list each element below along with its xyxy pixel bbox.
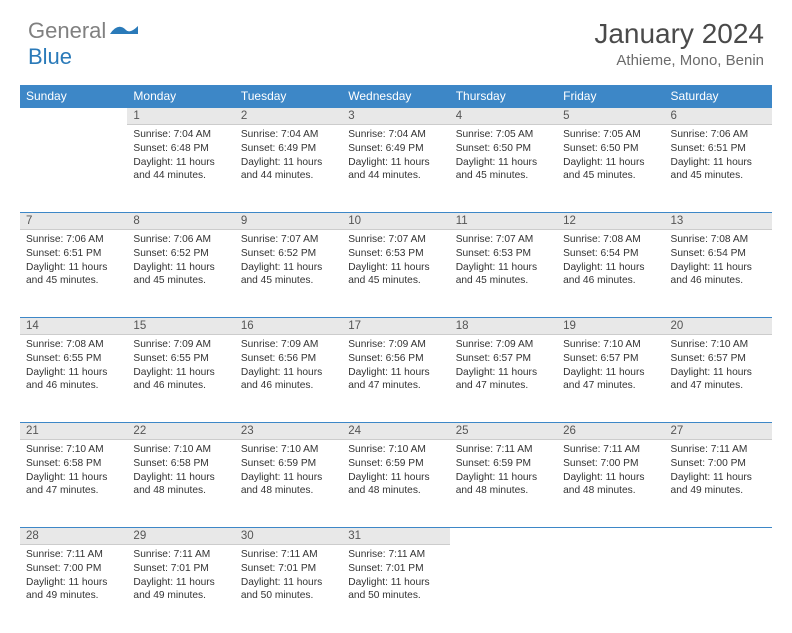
day-number-cell: 28 [20,528,127,545]
day-content-cell: Sunrise: 7:08 AM Sunset: 6:54 PM Dayligh… [557,230,664,318]
day-number-cell [665,528,772,545]
day-content-cell: Sunrise: 7:11 AM Sunset: 7:01 PM Dayligh… [342,545,449,633]
day-number-cell: 3 [342,108,449,125]
day-content-cell: Sunrise: 7:10 AM Sunset: 6:59 PM Dayligh… [342,440,449,528]
day-content-cell: Sunrise: 7:06 AM Sunset: 6:52 PM Dayligh… [127,230,234,318]
logo-text-gray: General [28,18,106,44]
day-content-cell: Sunrise: 7:04 AM Sunset: 6:48 PM Dayligh… [127,125,234,213]
month-title: January 2024 [594,18,764,50]
logo-wave-icon [110,20,138,43]
day-number-row: 14151617181920 [20,318,772,335]
day-content-cell: Sunrise: 7:11 AM Sunset: 7:00 PM Dayligh… [20,545,127,633]
weekday-header: Tuesday [235,85,342,108]
day-content-cell [20,125,127,213]
weekday-header: Monday [127,85,234,108]
day-content-cell: Sunrise: 7:11 AM Sunset: 7:01 PM Dayligh… [235,545,342,633]
day-content-row: Sunrise: 7:11 AM Sunset: 7:00 PM Dayligh… [20,545,772,633]
day-number-row: 123456 [20,108,772,125]
day-content-cell: Sunrise: 7:06 AM Sunset: 6:51 PM Dayligh… [20,230,127,318]
day-content-cell [450,545,557,633]
day-content-cell: Sunrise: 7:11 AM Sunset: 7:01 PM Dayligh… [127,545,234,633]
day-number-cell: 15 [127,318,234,335]
logo-blue-line: Blue [28,44,72,70]
weekday-header: Sunday [20,85,127,108]
location-subtitle: Athieme, Mono, Benin [594,52,764,69]
day-content-cell: Sunrise: 7:05 AM Sunset: 6:50 PM Dayligh… [557,125,664,213]
header: General January 2024 Athieme, Mono, Beni… [0,0,792,77]
day-content-cell: Sunrise: 7:06 AM Sunset: 6:51 PM Dayligh… [665,125,772,213]
day-content-cell: Sunrise: 7:04 AM Sunset: 6:49 PM Dayligh… [342,125,449,213]
day-number-cell: 19 [557,318,664,335]
day-number-cell: 21 [20,423,127,440]
day-number-row: 28293031 [20,528,772,545]
day-number-cell: 4 [450,108,557,125]
day-content-row: Sunrise: 7:08 AM Sunset: 6:55 PM Dayligh… [20,335,772,423]
day-number-cell: 31 [342,528,449,545]
day-content-cell: Sunrise: 7:10 AM Sunset: 6:57 PM Dayligh… [665,335,772,423]
weekday-header-row: Sunday Monday Tuesday Wednesday Thursday… [20,85,772,108]
weekday-header: Friday [557,85,664,108]
day-number-cell [450,528,557,545]
day-number-cell: 9 [235,213,342,230]
weekday-header: Saturday [665,85,772,108]
day-number-cell: 6 [665,108,772,125]
day-content-cell: Sunrise: 7:11 AM Sunset: 7:00 PM Dayligh… [665,440,772,528]
day-number-cell: 17 [342,318,449,335]
weekday-header: Thursday [450,85,557,108]
day-content-cell: Sunrise: 7:09 AM Sunset: 6:56 PM Dayligh… [235,335,342,423]
day-number-cell [20,108,127,125]
day-number-cell: 30 [235,528,342,545]
day-content-cell: Sunrise: 7:11 AM Sunset: 7:00 PM Dayligh… [557,440,664,528]
day-number-row: 78910111213 [20,213,772,230]
day-content-cell: Sunrise: 7:08 AM Sunset: 6:54 PM Dayligh… [665,230,772,318]
day-number-cell: 5 [557,108,664,125]
day-content-cell: Sunrise: 7:10 AM Sunset: 6:58 PM Dayligh… [127,440,234,528]
day-content-cell: Sunrise: 7:09 AM Sunset: 6:57 PM Dayligh… [450,335,557,423]
calendar-table: Sunday Monday Tuesday Wednesday Thursday… [20,85,772,633]
day-content-cell: Sunrise: 7:10 AM Sunset: 6:57 PM Dayligh… [557,335,664,423]
day-number-cell: 24 [342,423,449,440]
day-number-cell [557,528,664,545]
day-number-cell: 16 [235,318,342,335]
day-content-cell: Sunrise: 7:07 AM Sunset: 6:52 PM Dayligh… [235,230,342,318]
day-number-cell: 18 [450,318,557,335]
day-content-cell: Sunrise: 7:05 AM Sunset: 6:50 PM Dayligh… [450,125,557,213]
day-content-cell [557,545,664,633]
day-number-cell: 23 [235,423,342,440]
day-number-cell: 12 [557,213,664,230]
day-number-cell: 13 [665,213,772,230]
day-number-cell: 25 [450,423,557,440]
logo: General [28,18,140,44]
day-content-cell: Sunrise: 7:11 AM Sunset: 6:59 PM Dayligh… [450,440,557,528]
day-content-cell [665,545,772,633]
day-number-cell: 14 [20,318,127,335]
logo-text-blue: Blue [28,44,72,69]
day-content-cell: Sunrise: 7:08 AM Sunset: 6:55 PM Dayligh… [20,335,127,423]
day-content-cell: Sunrise: 7:07 AM Sunset: 6:53 PM Dayligh… [450,230,557,318]
day-content-cell: Sunrise: 7:07 AM Sunset: 6:53 PM Dayligh… [342,230,449,318]
day-content-row: Sunrise: 7:10 AM Sunset: 6:58 PM Dayligh… [20,440,772,528]
day-number-cell: 1 [127,108,234,125]
day-number-cell: 29 [127,528,234,545]
day-content-cell: Sunrise: 7:09 AM Sunset: 6:56 PM Dayligh… [342,335,449,423]
day-number-cell: 11 [450,213,557,230]
day-content-cell: Sunrise: 7:09 AM Sunset: 6:55 PM Dayligh… [127,335,234,423]
day-number-cell: 20 [665,318,772,335]
weekday-header: Wednesday [342,85,449,108]
day-number-cell: 27 [665,423,772,440]
day-content-row: Sunrise: 7:04 AM Sunset: 6:48 PM Dayligh… [20,125,772,213]
day-content-cell: Sunrise: 7:10 AM Sunset: 6:58 PM Dayligh… [20,440,127,528]
day-number-cell: 7 [20,213,127,230]
day-number-row: 21222324252627 [20,423,772,440]
day-number-cell: 2 [235,108,342,125]
day-content-row: Sunrise: 7:06 AM Sunset: 6:51 PM Dayligh… [20,230,772,318]
day-content-cell: Sunrise: 7:04 AM Sunset: 6:49 PM Dayligh… [235,125,342,213]
day-content-cell: Sunrise: 7:10 AM Sunset: 6:59 PM Dayligh… [235,440,342,528]
day-number-cell: 22 [127,423,234,440]
title-block: January 2024 Athieme, Mono, Benin [594,18,764,69]
day-number-cell: 8 [127,213,234,230]
day-number-cell: 10 [342,213,449,230]
day-number-cell: 26 [557,423,664,440]
